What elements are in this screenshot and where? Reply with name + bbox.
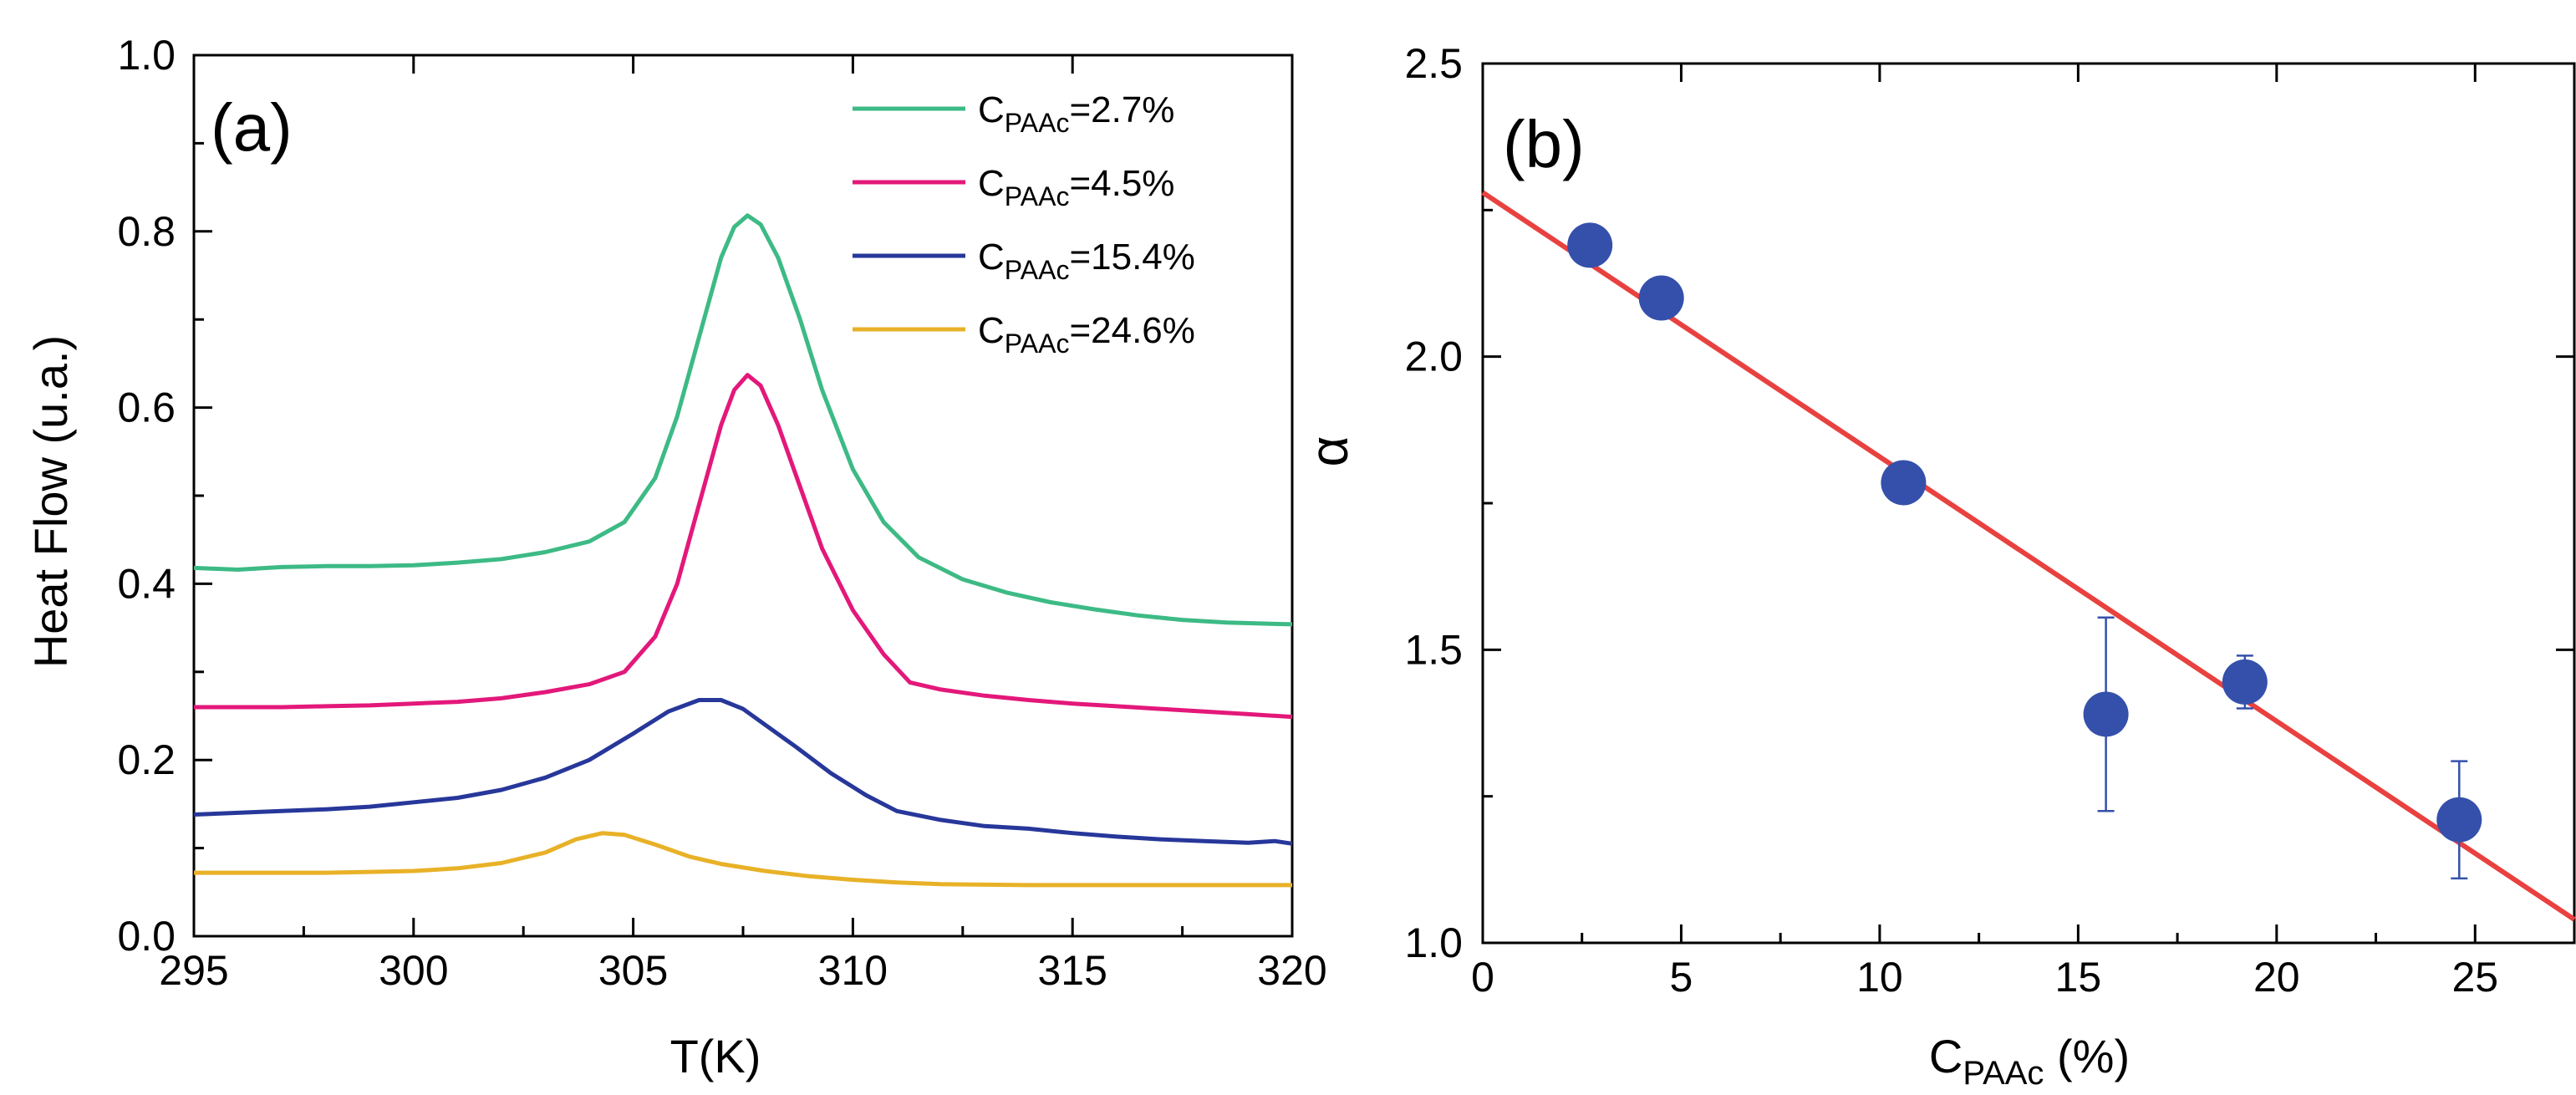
panel-b-x-title-main: C <box>1929 1030 1963 1082</box>
panel-a-y-tick-label: 0.6 <box>117 385 176 431</box>
panel-b-y-tick-label: 2.5 <box>1404 40 1463 87</box>
panel-a-x-axis-title: T(K) <box>670 1030 761 1082</box>
legend-entry-sub: PAAc <box>1005 328 1070 359</box>
legend-entry-value: =15.4% <box>1069 237 1194 278</box>
panel-b-y-tick-label: 2.0 <box>1404 334 1463 380</box>
panel-a-series <box>193 213 1293 888</box>
legend-entry-value: =4.5% <box>1069 163 1174 204</box>
panel-b-chart: 0 5 10 15 20 25 1.0 1.5 2.0 2.5 (b) CPAAc (%) α <box>1299 40 2576 1092</box>
panel-b-label: (b) <box>1503 107 1585 181</box>
data-point-3 <box>2083 691 2129 737</box>
panel-a-y-tick-label: 0.2 <box>117 736 176 783</box>
panel-a-y-tick-label: 1.0 <box>117 32 176 79</box>
panel-a-x-tick-label: 310 <box>818 947 888 994</box>
panel-b-x-tick-label: 20 <box>2253 954 2300 1001</box>
legend-entry-value: =24.6% <box>1069 310 1194 351</box>
data-point-2 <box>1881 460 1927 506</box>
legend-entry-3: CPAAc=24.6% <box>978 310 1195 359</box>
panel-b-x-tick-label: 25 <box>2451 954 2498 1001</box>
panel-b-x-axis-title: CPAAc (%) <box>1929 1030 2130 1092</box>
series-line-0 <box>193 213 1293 627</box>
panel-a-legend: CPAAc=2.7%CPAAc=4.5%CPAAc=15.4%CPAAc=24.… <box>853 89 1195 359</box>
panel-b-y-axis-title: α <box>1299 436 1359 467</box>
panel-b-x-title-tail: (%) <box>2044 1030 2130 1082</box>
legend-entry-main: C <box>978 163 1005 204</box>
panel-a-x-tick-label: 315 <box>1037 947 1107 994</box>
panel-a-y-tick-label: 0.4 <box>117 560 176 607</box>
panel-a-x-tick-label: 295 <box>159 947 228 994</box>
panel-b-points <box>1567 222 2482 880</box>
legend-entry-value: =2.7% <box>1069 89 1174 130</box>
legend-entry-sub: PAAc <box>1005 181 1070 211</box>
legend-entry-0: CPAAc=2.7% <box>978 89 1174 138</box>
panel-a-x-tick-label: 320 <box>1257 947 1326 994</box>
legend-entry-main: C <box>978 310 1005 351</box>
panel-b-x-title-sub: PAAc <box>1963 1055 2044 1092</box>
panel-a-ticks: 295 300 305 310 315 320 0.0 0.2 0.4 0.6 0.8 1.0 <box>117 32 1326 994</box>
data-point-4 <box>2222 659 2268 705</box>
panel-b-x-tick-label: 5 <box>1670 954 1693 1001</box>
data-point-5 <box>2436 797 2482 843</box>
panel-b-ticks: 0 5 10 15 20 25 1.0 1.5 2.0 2.5 <box>1404 40 2574 1001</box>
data-point-0 <box>1567 222 1613 268</box>
panel-a-y-axis-title: Heat Flow (u.a.) <box>24 335 77 668</box>
panel-b-y-tick-label: 1.5 <box>1404 626 1463 673</box>
series-line-1 <box>194 373 1293 720</box>
legend-entry-main: C <box>978 89 1005 130</box>
panel-a-x-tick-label: 300 <box>379 947 448 994</box>
panel-a-y-tick-label: 0.0 <box>117 913 176 960</box>
legend-entry-sub: PAAc <box>1005 255 1070 285</box>
panel-b-y-tick-label: 1.0 <box>1404 919 1463 966</box>
panel-b-x-tick-label: 10 <box>1856 954 1903 1001</box>
legend-entry-2: CPAAc=15.4% <box>978 237 1195 285</box>
data-point-1 <box>1638 275 1684 321</box>
panel-a-chart: 295 300 305 310 315 320 0.0 0.2 0.4 0.6 0.8 1.0 (a)… <box>24 32 1327 1082</box>
series-line-3 <box>194 831 1292 888</box>
legend-entry-main: C <box>978 237 1005 278</box>
panel-a-y-tick-label: 0.8 <box>117 208 176 255</box>
panel-b-x-tick-label: 15 <box>2055 954 2102 1001</box>
legend-entry-sub: PAAc <box>1005 108 1070 138</box>
series-line-2 <box>193 698 1293 846</box>
legend-entry-1: CPAAc=4.5% <box>978 163 1174 211</box>
panel-b-x-tick-label: 0 <box>1471 954 1494 1001</box>
panel-a-label: (a) <box>211 90 293 165</box>
panel-a-x-tick-label: 305 <box>598 947 668 994</box>
